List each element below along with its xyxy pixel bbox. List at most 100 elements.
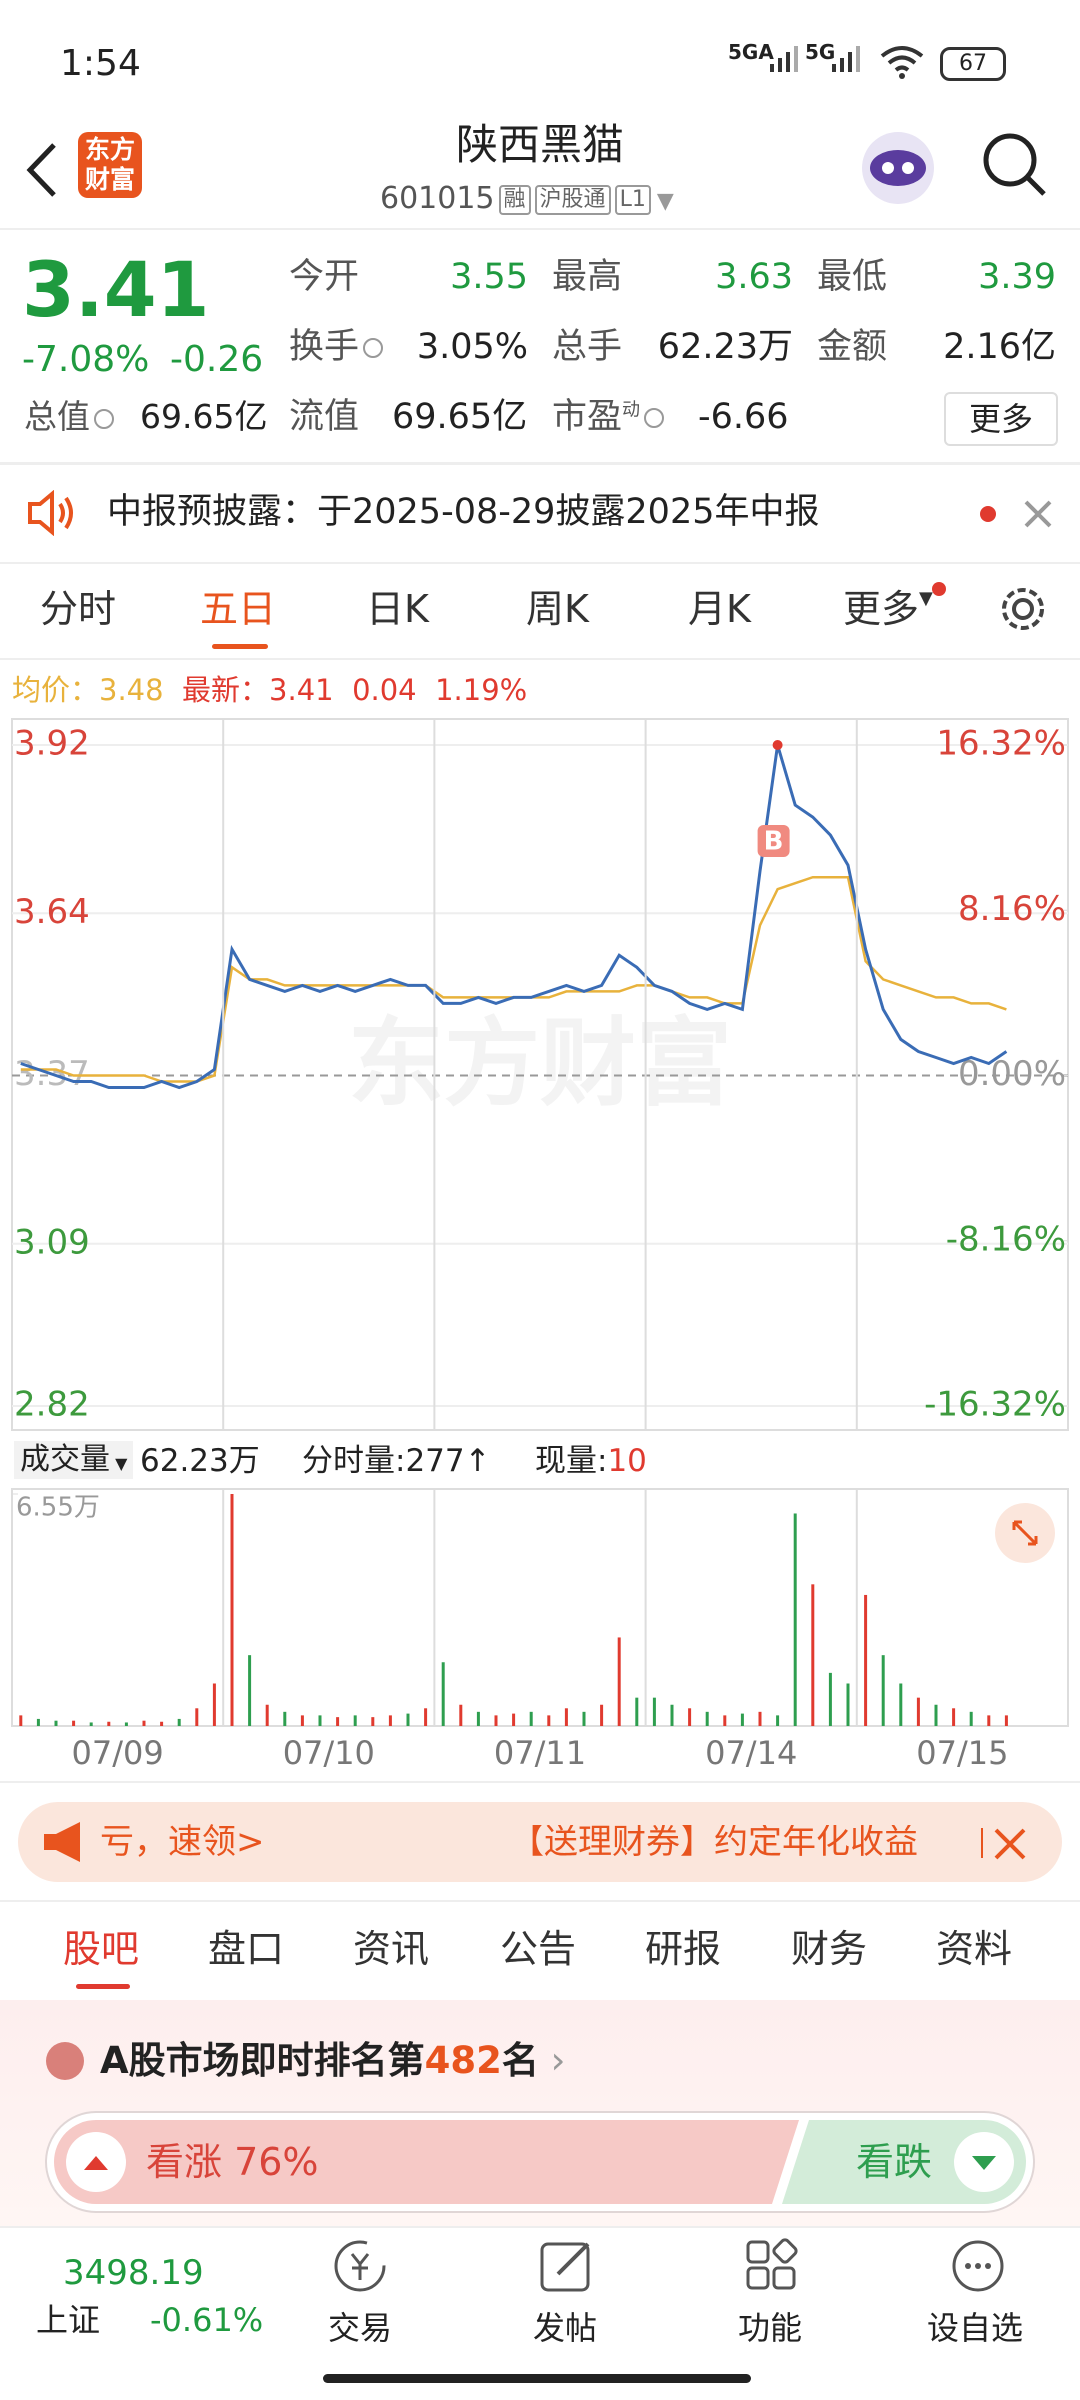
promo-banner[interactable] [18, 1802, 1062, 1882]
field-label: 最高 [552, 257, 623, 297]
y2-tick-label: 16.32% [936, 724, 1066, 764]
assistant-avatar[interactable] [858, 128, 938, 208]
volume-bar [529, 1711, 533, 1726]
notice-text[interactable]: 中报预披露：于2025-08-29披露2025年中报 [107, 492, 820, 532]
nav-item[interactable]: 发帖 [533, 2309, 598, 2347]
volume-bar [371, 1717, 375, 1726]
volume-bar [1004, 1715, 1008, 1726]
nav-item[interactable]: 功能 [738, 2309, 803, 2347]
function-icon [746, 2238, 798, 2290]
last-change: 0.04 [352, 673, 417, 707]
info-bar: 均价：3.48 最新：3.41 0.04 1.19% [12, 676, 527, 705]
divider [0, 462, 1080, 465]
content-tab[interactable]: 资讯 [353, 1927, 430, 1971]
tick-volume-label: 分时量: [302, 1443, 406, 1479]
tag: L1 [614, 184, 651, 215]
ranking[interactable]: A股市场即时排名第482名 › [100, 2039, 566, 2082]
field-value: 69.65亿 [140, 397, 268, 436]
peak-dot [772, 740, 783, 750]
annotation: B [764, 827, 784, 857]
clock: 1:54 [60, 43, 141, 84]
content-tab[interactable]: 公告 [500, 1927, 577, 1971]
period-tab[interactable]: 更多▼ [843, 590, 933, 629]
back-button[interactable] [22, 140, 62, 200]
volume-selector[interactable]: 成交量 ▼ [14, 1441, 134, 1479]
last-label: 最新： [182, 673, 270, 707]
volume-bar [406, 1713, 410, 1726]
info-icon[interactable] [94, 408, 114, 429]
tick-volume-value: 277↑ [405, 1443, 491, 1479]
field-value: 3.05% [416, 327, 528, 367]
current-volume-label: 现量: [535, 1443, 608, 1479]
volume-bar [265, 1704, 269, 1726]
volume-bar [177, 1718, 181, 1726]
field-value: 62.23万 [657, 327, 793, 367]
info-icon[interactable] [363, 338, 384, 358]
content-tab[interactable]: 研报 [645, 1927, 722, 1971]
volume-bar [212, 1683, 216, 1726]
tab-underline [76, 1984, 130, 1989]
y2-tick-label: -8.16% [946, 1219, 1066, 1259]
signal [832, 46, 860, 72]
volume-bar [635, 1697, 639, 1726]
banner-close[interactable] [980, 1826, 1040, 1860]
search-button[interactable] [980, 130, 1050, 200]
change-pct: -7.08% [22, 339, 150, 380]
period-tab[interactable]: 日K [366, 587, 429, 631]
volume-bar [19, 1715, 23, 1726]
ranking-prefix: A股市场即时排名第 [100, 2039, 425, 2082]
volume-bar [124, 1722, 128, 1726]
banner-text: 【送理财券】约定年化收益 [510, 1825, 918, 1859]
period-tab[interactable]: 周K [526, 587, 589, 631]
content-tab[interactable]: 财务 [791, 1927, 868, 1971]
content-tab[interactable]: 盘口 [208, 1927, 285, 1971]
volume-bar [142, 1720, 146, 1726]
ranking-icon [46, 2042, 84, 2080]
volume-frame [11, 1488, 1069, 1727]
volume-bar [36, 1718, 40, 1726]
volume-bar [160, 1721, 164, 1726]
y-tick-label: 3.37 [14, 1054, 90, 1094]
close-button[interactable] [1024, 500, 1052, 528]
tab-underline [212, 644, 268, 649]
content-tab-active[interactable]: 股吧 [63, 1927, 140, 1971]
tag: 融 [498, 184, 531, 215]
index-name[interactable]: 上证 [36, 2301, 101, 2339]
stock-code: 601015 [380, 181, 495, 216]
volume-bar [916, 1697, 920, 1726]
x-tick-label: 07/15 [916, 1734, 1008, 1772]
app-logo: 东方财富 [78, 132, 142, 198]
settings-button[interactable] [998, 584, 1048, 634]
more-button[interactable]: 更多 [944, 392, 1058, 446]
field-value: -6.66 [698, 397, 789, 437]
index-change[interactable]: -0.61% [150, 2301, 264, 2339]
volume-bar [582, 1711, 586, 1726]
watchlist-icon [952, 2240, 1004, 2292]
info-icon[interactable] [644, 408, 665, 428]
volume-bar [969, 1711, 973, 1726]
period-tab[interactable]: 分时 [40, 587, 117, 631]
last-change-pct: 1.19% [435, 673, 528, 707]
nav-item[interactable]: 交易 [328, 2309, 393, 2347]
x-tick-label: 07/14 [705, 1734, 797, 1772]
period-tab-active[interactable]: 五日 [200, 587, 277, 631]
nav-item[interactable]: 设自选 [927, 2309, 1024, 2347]
index-value[interactable]: 3498.19 [63, 2253, 204, 2293]
field-label: 换手 [289, 330, 384, 365]
volume-bar [934, 1704, 938, 1726]
volume-bar [881, 1655, 885, 1726]
expand-button[interactable] [994, 1502, 1056, 1564]
field-value: 3.63 [715, 257, 793, 297]
bull-section[interactable] [54, 2120, 799, 2204]
field-value: 2.16亿 [943, 327, 1056, 367]
trade-icon [334, 2240, 386, 2292]
volume-bar [758, 1711, 762, 1726]
post-icon [540, 2242, 590, 2292]
period-tab[interactable]: 月K [688, 587, 751, 631]
volume-label: 成交量 [20, 1442, 110, 1477]
volume-bar [899, 1683, 903, 1726]
divider [0, 228, 1080, 230]
battery: 67 [940, 47, 1006, 81]
volume-bar [494, 1715, 498, 1726]
content-tab[interactable]: 资料 [936, 1927, 1013, 1971]
